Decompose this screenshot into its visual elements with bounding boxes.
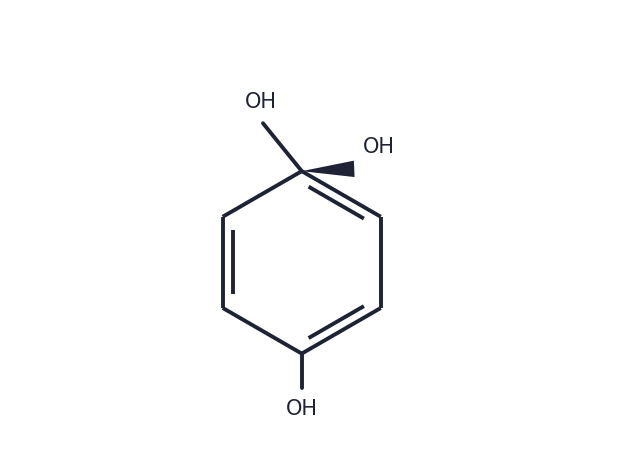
- Text: OH: OH: [285, 399, 317, 419]
- Polygon shape: [301, 161, 355, 177]
- Text: OH: OH: [364, 137, 396, 157]
- Text: OH: OH: [244, 92, 276, 112]
